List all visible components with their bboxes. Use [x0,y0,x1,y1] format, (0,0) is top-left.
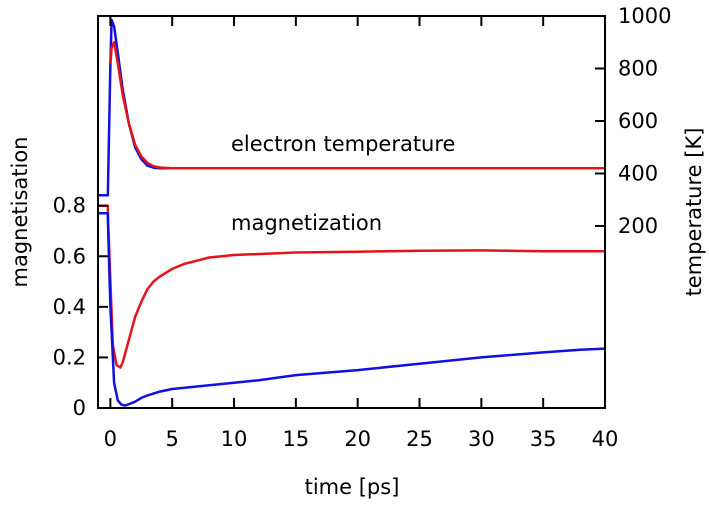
x-tick-label: 5 [166,427,179,451]
plot-frame [97,15,606,409]
x-tick-label: 40 [592,427,619,451]
y2-axis-title: temperature [K] [682,128,706,297]
y-tick-label: 0.4 [53,295,86,319]
x-tick-label: 30 [468,427,495,451]
y2-tick-label: 1000 [618,4,671,28]
x-tick-label: 25 [406,427,433,451]
y2-tick-label: 400 [618,162,658,186]
y2-tick-label: 800 [618,57,658,81]
y-tick-label: 0.8 [53,194,86,218]
x-tick-label: 0 [104,427,117,451]
x-tick-label: 10 [221,427,248,451]
y-axis-title: magnetisation [8,137,32,288]
y2-tick-label: 200 [618,214,658,238]
series-line-4 [98,212,606,407]
annotation-magnetization: magnetization [231,211,382,235]
y-tick-label: 0.2 [53,345,86,369]
y-tick-label: 0 [73,396,86,420]
annotation-electron-temperature: electron temperature [231,132,455,156]
series-line-2 [109,41,605,170]
series-layer [98,18,606,407]
y-tick-label: 0.6 [53,244,86,268]
x-tick-label: 35 [530,427,557,451]
x-axis-title: time [ps] [305,475,400,499]
x-tick-label: 15 [282,427,309,451]
labels-layer: 0 5 10 15 20 25 30 35 4000.20.40.60.820040060080… [53,4,672,451]
x-tick-label: 20 [344,427,371,451]
y2-tick-label: 600 [618,109,658,133]
